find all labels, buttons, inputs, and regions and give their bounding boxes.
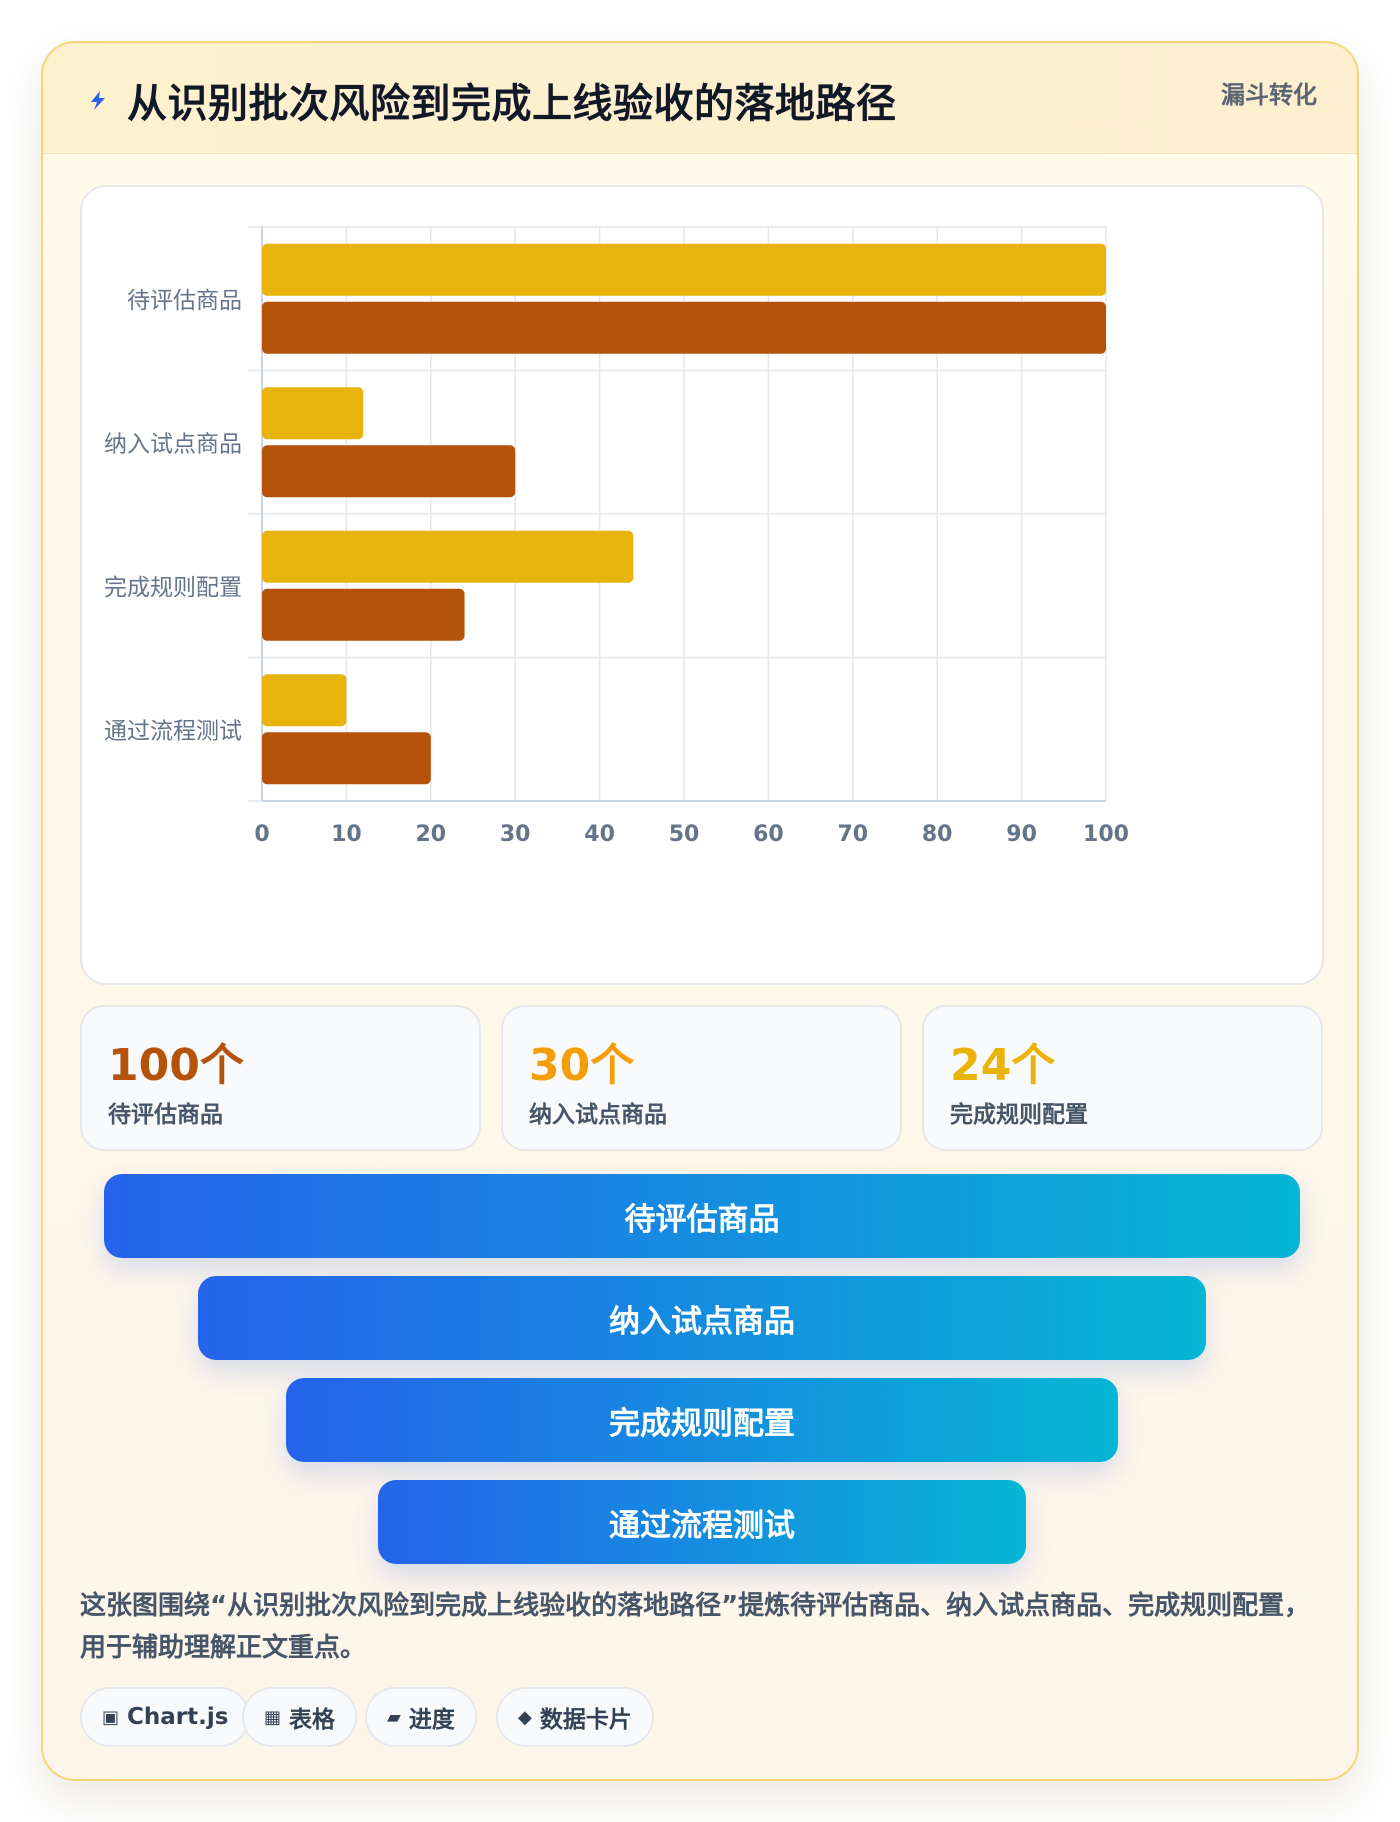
data-card-icon: ◆ xyxy=(518,1706,532,1728)
stat-card-2: 30个 纳入试点商品 xyxy=(501,1005,902,1151)
bar-2-3 xyxy=(262,588,465,641)
tag-progress[interactable]: ▰ 进度 xyxy=(365,1687,477,1747)
stat-value: 100个 xyxy=(108,1040,244,1091)
tag-data-card[interactable]: ◆ 数据卡片 xyxy=(496,1687,654,1747)
stat-value: 24个 xyxy=(950,1040,1056,1091)
x-tick-label: 100 xyxy=(1083,822,1129,847)
bar-2-2 xyxy=(262,445,516,498)
table-icon: ▦ xyxy=(264,1706,282,1728)
x-tick-label: 40 xyxy=(584,822,615,847)
summary-text: 这张图围绕“从识别批次风险到完成上线验收的落地路径”提炼待评估商品、纳入试点商品… xyxy=(80,1591,1311,1663)
stat-label: 待评估商品 xyxy=(108,1102,223,1128)
bar-2-4 xyxy=(262,732,431,785)
infographic-card: 从识别批次风险到完成上线验收的落地路径 漏斗转化 待评估商品 纳入试点商品 完成规则… xyxy=(41,41,1359,1781)
stat-label: 完成规则配置 xyxy=(950,1102,1088,1128)
y-tick-label: 待评估商品 xyxy=(127,288,242,314)
x-tick-label: 90 xyxy=(1006,822,1037,847)
tag-label: 数据卡片 xyxy=(539,1707,632,1733)
funnel-stage-1: 待评估商品 xyxy=(104,1174,1300,1258)
tag-label: 进度 xyxy=(408,1707,455,1733)
stat-value: 30个 xyxy=(529,1040,635,1091)
y-tick-label: 通过流程测试 xyxy=(104,718,242,744)
stat-label: 纳入试点商品 xyxy=(529,1102,667,1128)
x-tick-label: 70 xyxy=(837,822,868,847)
bar-2-1 xyxy=(262,301,1106,354)
tag-table[interactable]: ▦ 表格 xyxy=(242,1687,358,1747)
bar-1-3 xyxy=(262,530,634,583)
chart-icon: ▣ xyxy=(102,1706,120,1728)
stat-card-1: 100个 待评估商品 xyxy=(80,1005,481,1151)
bar-chart-panel: 待评估商品纳入试点商品 完成规则配置 通过流程测试 0 10 20 30 40 50 60 70 80… xyxy=(80,185,1324,985)
x-tick-label: 30 xyxy=(500,822,531,847)
x-tick-label: 0 xyxy=(254,822,269,847)
bar-1-4 xyxy=(262,674,347,727)
progress-icon: ▰ xyxy=(387,1706,401,1728)
tag-label: Chart.js xyxy=(127,1704,229,1730)
funnel-stage-4: 通过流程测试 xyxy=(378,1480,1026,1564)
card-header: 从识别批次风险到完成上线验收的落地路径 漏斗转化 xyxy=(43,43,1357,154)
y-tick-label: 完成规则配置 xyxy=(104,575,242,601)
stat-card-3: 24个 完成规则配置 xyxy=(922,1005,1323,1151)
tag-chartjs[interactable]: ▣ Chart.js xyxy=(80,1687,251,1747)
funnel-stage-2: 纳入试点商品 xyxy=(198,1276,1206,1360)
x-tick-label: 80 xyxy=(922,822,953,847)
x-tick-label: 60 xyxy=(753,822,784,847)
x-tick-label: 10 xyxy=(331,822,362,847)
chart-type-badge: 漏斗转化 xyxy=(1221,81,1317,109)
lightning-icon xyxy=(91,91,105,110)
funnel-stage-3: 完成规则配置 xyxy=(286,1378,1118,1462)
x-tick-label: 50 xyxy=(669,822,700,847)
bar-1-1 xyxy=(262,243,1106,296)
bar-1-2 xyxy=(262,387,364,440)
page-title: 从识别批次风险到完成上线验收的落地路径 xyxy=(127,81,897,127)
tag-label: 表格 xyxy=(289,1707,336,1733)
x-tick-label: 20 xyxy=(415,822,446,847)
y-tick-label: 纳入试点商品 xyxy=(104,431,242,457)
